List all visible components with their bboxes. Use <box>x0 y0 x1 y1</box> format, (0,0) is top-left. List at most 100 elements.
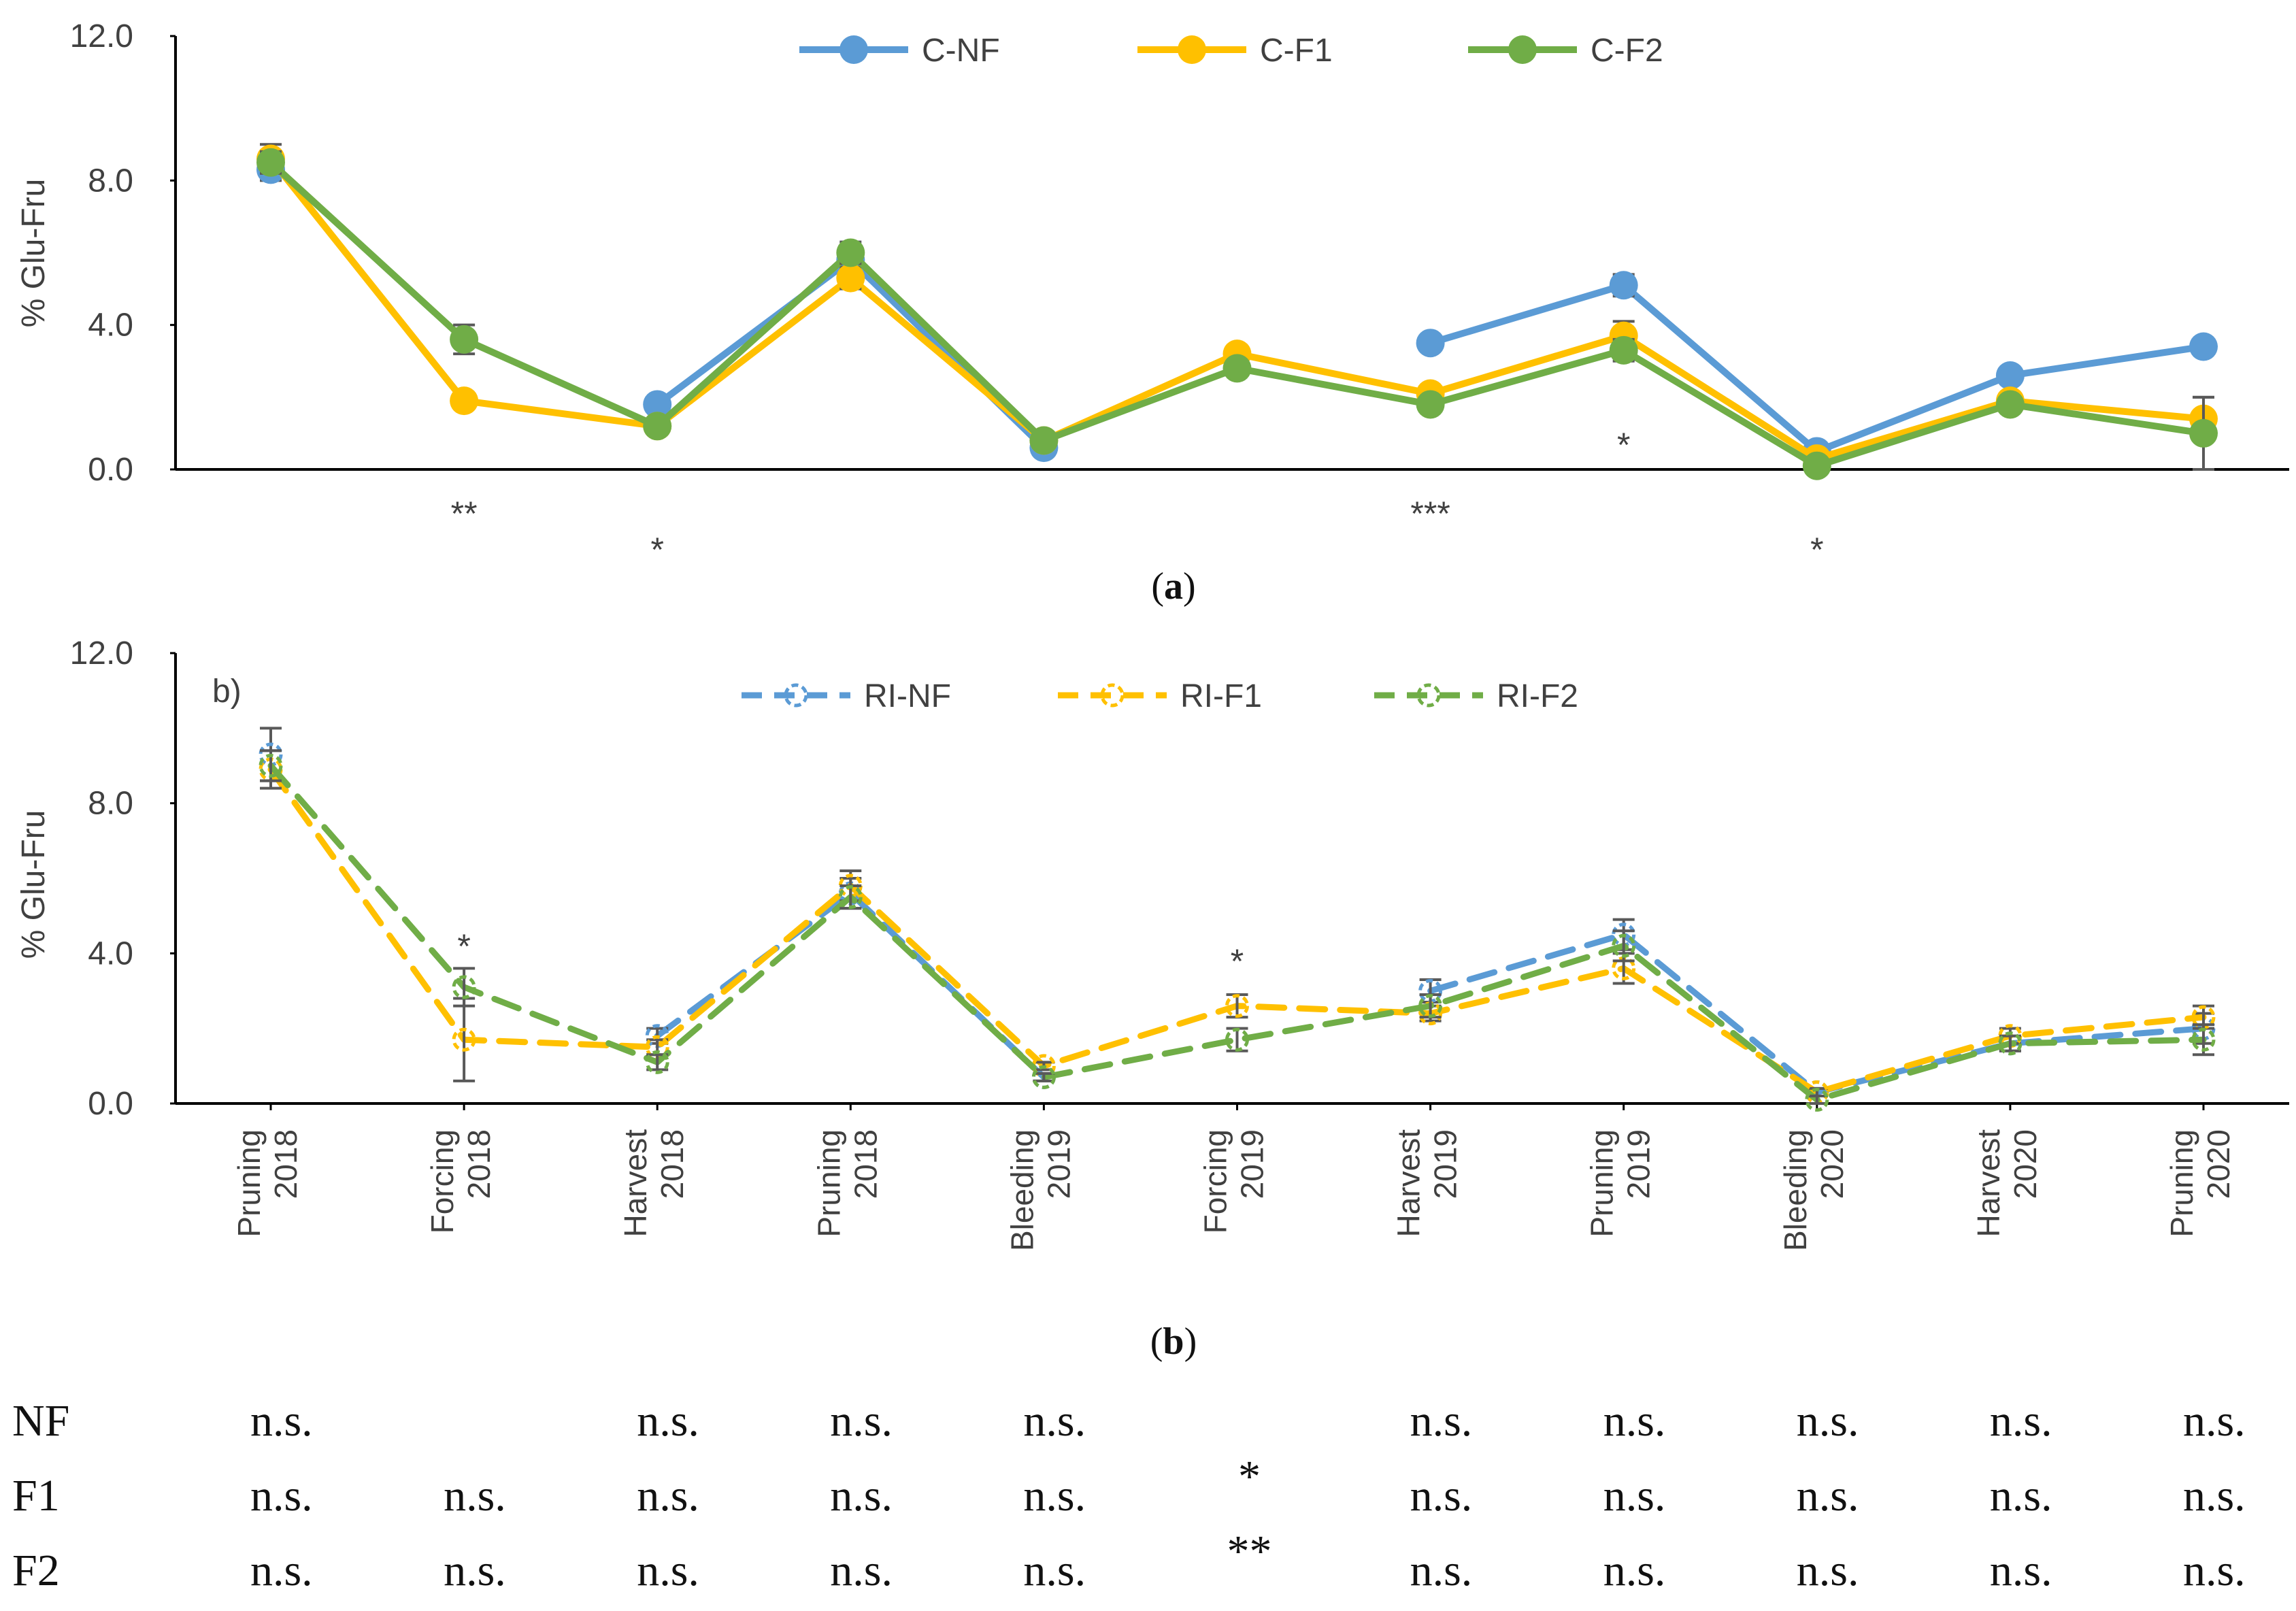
x-category-label: 2020 <box>2201 1129 2236 1199</box>
series-line-nf <box>1427 282 2207 455</box>
table-cell: n.s. <box>250 1546 313 1595</box>
table-cell: n.s. <box>1990 1546 2052 1595</box>
y-tick-label: 4.0 <box>88 935 133 971</box>
significance-marker: ** <box>451 495 478 533</box>
data-point-f2 <box>1031 1065 1056 1089</box>
caption-a: (a) <box>1151 565 1195 608</box>
data-point-nf <box>1609 271 1638 300</box>
data-point-f2 <box>452 975 476 999</box>
x-category-label: Harvest <box>618 1129 653 1238</box>
data-point-nf <box>643 390 672 419</box>
table-cell: n.s. <box>637 1396 699 1446</box>
y-tick-label: 0.0 <box>88 452 133 488</box>
x-category-label: 2019 <box>1428 1129 1463 1199</box>
x-category-label: Pruning <box>811 1129 846 1238</box>
x-category-label: Pruning <box>2164 1129 2199 1238</box>
data-point-f2 <box>836 238 865 267</box>
x-category-label: 2018 <box>268 1129 303 1199</box>
legend-marker-f1 <box>1100 683 1125 708</box>
table-cell: n.s. <box>1797 1396 1859 1446</box>
data-point-f2 <box>838 885 863 910</box>
x-category-label: Forcing <box>425 1129 460 1233</box>
legend-marker-nf <box>784 683 808 708</box>
table-cell: n.s. <box>1603 1396 1666 1446</box>
legend-label-f1: C-F1 <box>1260 33 1333 69</box>
series-line-nf <box>1427 931 2207 1095</box>
data-point-f2 <box>643 412 672 441</box>
legend-label-f2: C-F2 <box>1591 33 1663 69</box>
table-cell: n.s. <box>1023 1396 1086 1446</box>
table-cell: n.s. <box>1603 1471 1666 1521</box>
x-category-label: Harvest <box>1971 1129 2006 1238</box>
data-point-f2 <box>1418 994 1443 1018</box>
y-tick-label: 8.0 <box>88 786 133 822</box>
data-point-f2 <box>645 1050 669 1074</box>
data-point-f2 <box>1416 390 1445 419</box>
table-cell: n.s. <box>444 1471 506 1521</box>
y-tick-label: 8.0 <box>88 163 133 199</box>
data-point-f2 <box>1995 390 2025 419</box>
table-cell: n.s. <box>637 1471 699 1521</box>
series-line-nf <box>654 890 1047 1080</box>
table-cell: n.s. <box>830 1471 893 1521</box>
legend-label-f2: RI-F2 <box>1497 678 1578 714</box>
data-point-f1 <box>836 263 865 293</box>
significance-marker: * <box>1617 426 1630 464</box>
data-point-f2 <box>1998 1031 2023 1056</box>
x-category-label: Pruning <box>231 1129 267 1238</box>
significance-marker: * <box>1231 942 1244 980</box>
data-point-f2 <box>1225 1027 1249 1052</box>
table-cell: n.s. <box>1990 1396 2052 1446</box>
data-point-f1 <box>1225 994 1249 1018</box>
legend-marker-f2 <box>1508 35 1537 64</box>
data-point-f2 <box>1029 426 1059 455</box>
table-row-label: F2 <box>12 1546 60 1595</box>
x-category-label: 2019 <box>1041 1129 1076 1199</box>
table-cell: n.s. <box>250 1471 313 1521</box>
table-cell: n.s. <box>1990 1471 2052 1521</box>
data-point-f2 <box>1612 933 1636 958</box>
legend-label-nf: RI-NF <box>864 678 951 714</box>
x-category-label: 2018 <box>848 1129 883 1199</box>
table-cell: n.s. <box>2183 1396 2246 1446</box>
legend-label-f1: RI-F1 <box>1180 678 1262 714</box>
table-cell: n.s. <box>1410 1546 1473 1595</box>
data-point-f2 <box>2189 418 2218 448</box>
data-point-nf <box>2189 332 2218 361</box>
caption-b: (b) <box>1150 1321 1197 1363</box>
x-category-label: 2020 <box>2008 1129 2043 1199</box>
x-category-label: Bleeding <box>1778 1129 1813 1251</box>
table-cell: n.s. <box>1603 1546 1666 1595</box>
x-category-label: 2020 <box>1814 1129 1850 1199</box>
y-axis-title: % Glu-Fru <box>16 810 52 959</box>
data-point-f1 <box>452 1027 476 1052</box>
significance-marker: * <box>650 531 663 569</box>
table-cell: n.s. <box>1023 1546 1086 1595</box>
table-cell: n.s. <box>444 1546 506 1595</box>
data-point-f2 <box>1609 335 1638 365</box>
table-row-label: NF <box>12 1396 69 1446</box>
table-cell: n.s. <box>1797 1546 1859 1595</box>
series-line-f2 <box>267 763 2207 1103</box>
significance-table: NF n.s. n.s. n.s. n.s. n.s. n.s. n.s. n.s. n.s. F1… <box>12 1396 2246 1595</box>
table-cell: n.s. <box>1797 1471 1859 1521</box>
x-category-label: Harvest <box>1391 1129 1427 1238</box>
data-point-f1 <box>450 386 479 416</box>
y-tick-label: 0.0 <box>88 1086 133 1122</box>
x-category-label: 2019 <box>1235 1129 1270 1199</box>
data-point-f2 <box>1222 354 1252 383</box>
y-tick-label: 4.0 <box>88 308 133 344</box>
x-category-label: Pruning <box>1584 1129 1620 1238</box>
y-tick-label: 12.0 <box>70 18 133 54</box>
table-cell: n.s. <box>1023 1471 1086 1521</box>
data-point-f2 <box>1802 451 1831 480</box>
legend-marker-nf <box>839 35 868 64</box>
y-tick-label: 12.0 <box>70 635 133 671</box>
series-line-f2 <box>267 159 2207 469</box>
significance-marker: * <box>457 927 470 965</box>
table-cell: * <box>1238 1452 1261 1501</box>
x-category-label: 2018 <box>461 1129 497 1199</box>
